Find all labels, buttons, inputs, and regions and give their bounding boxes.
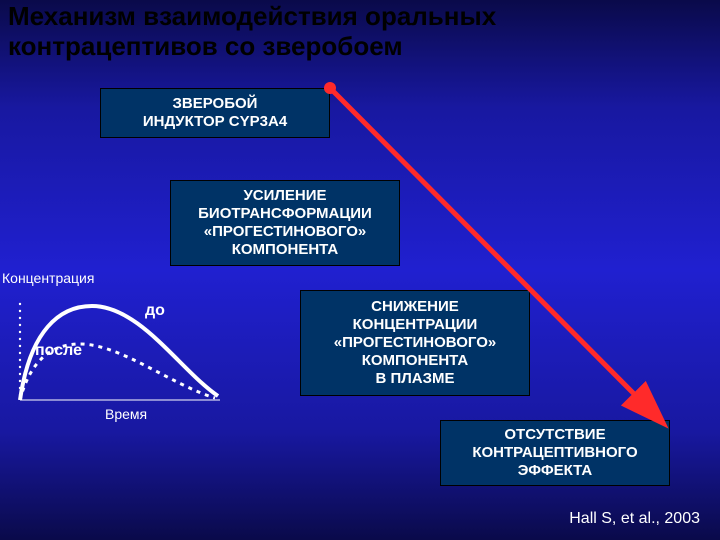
trend-arrow [330,88,658,418]
chart-y-dots [19,303,21,396]
overlay-svg [0,0,720,540]
arrow-tail-dot [324,82,336,94]
curve-after [20,344,215,400]
slide: Механизм взаимодействия оральных контрац… [0,0,720,540]
